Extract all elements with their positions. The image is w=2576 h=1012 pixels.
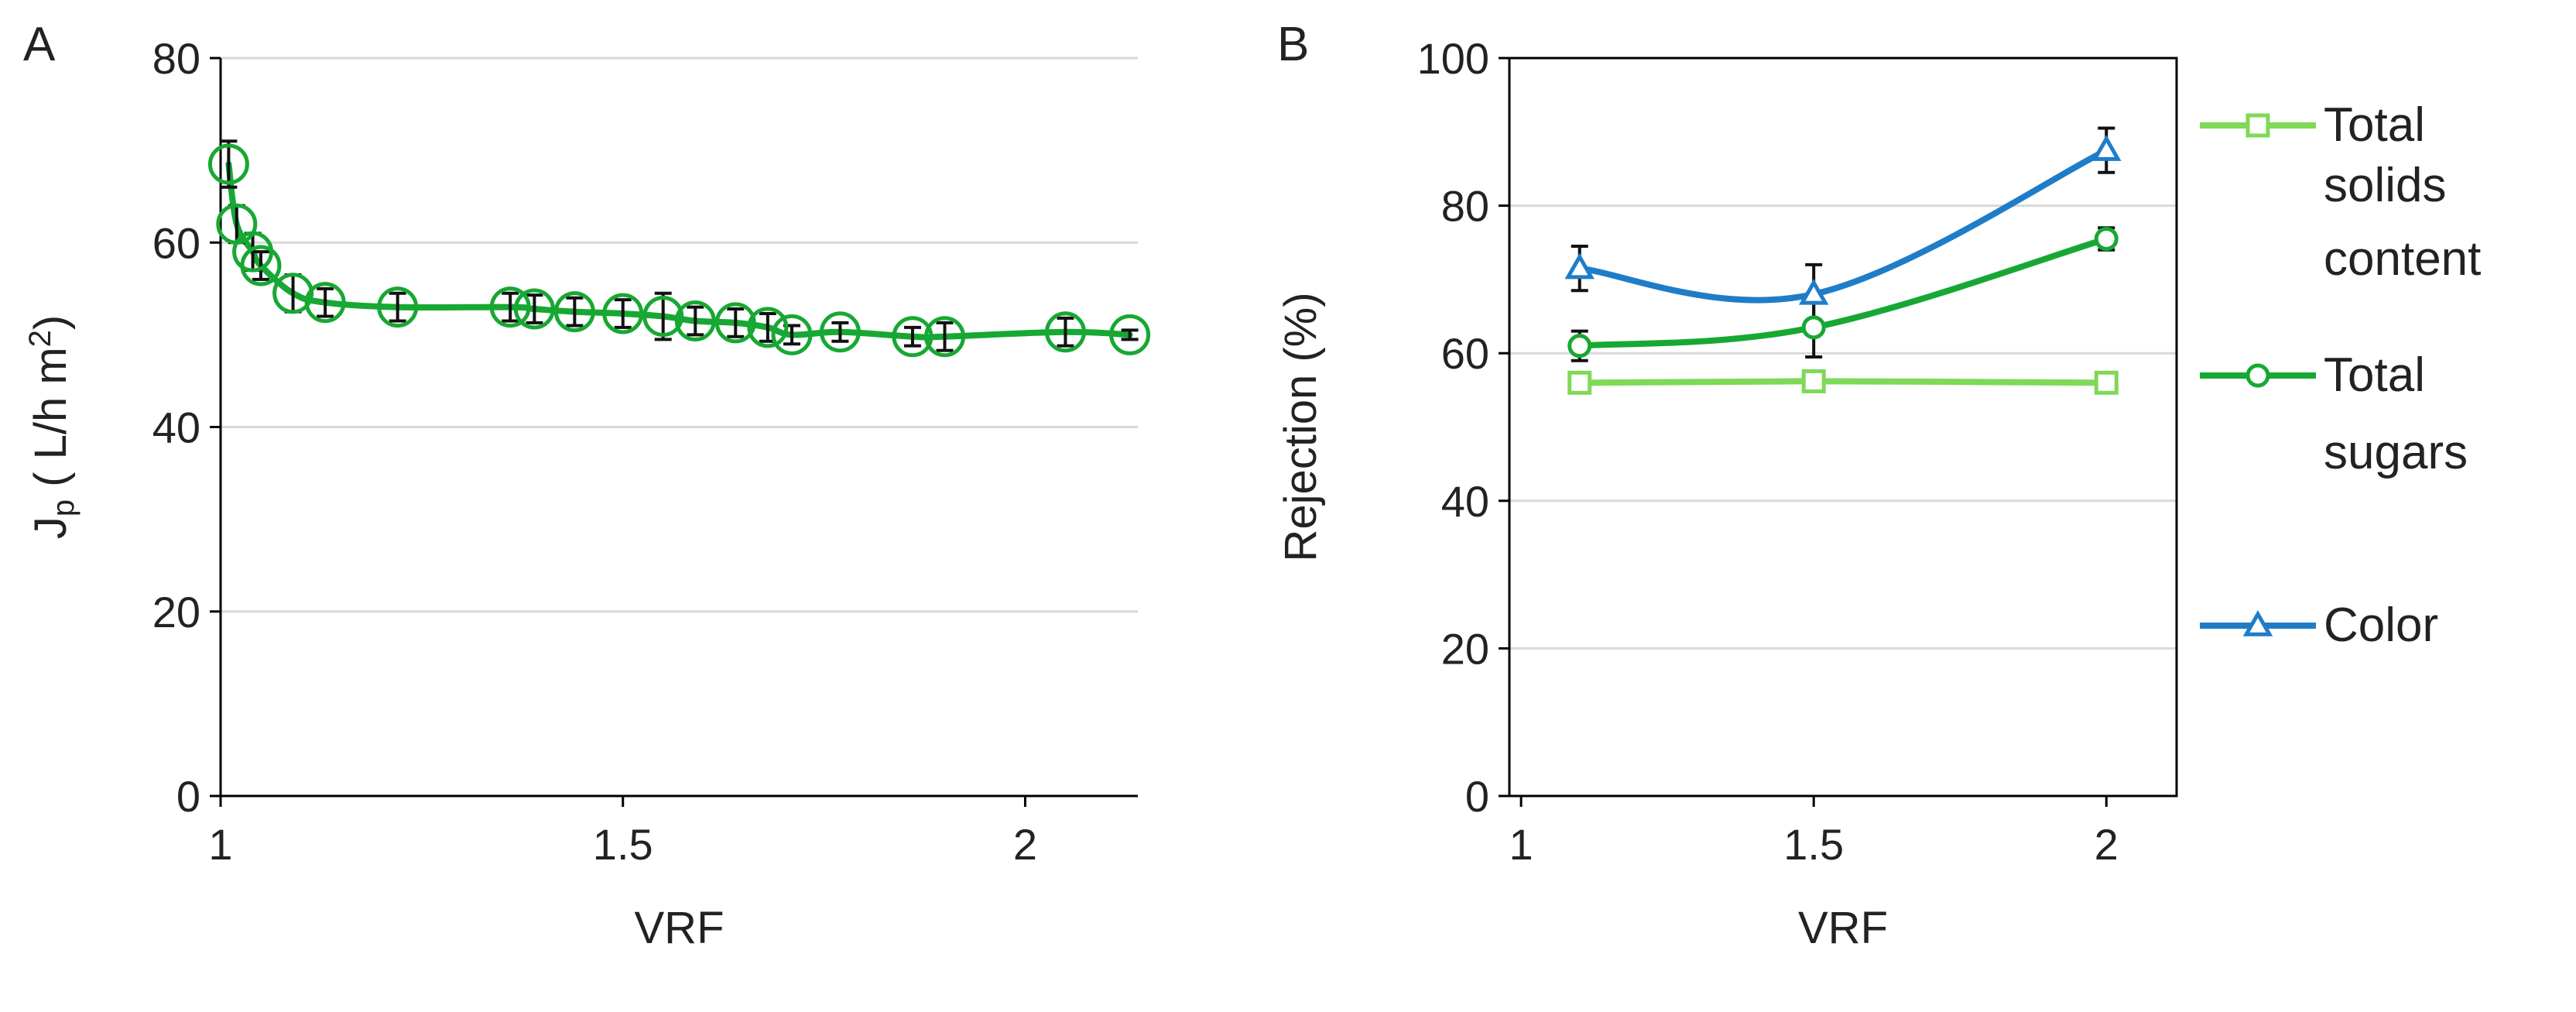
panel-b-y-axis-label: Rejection (%) [1276, 292, 1326, 561]
panel-b-point-1-0 [1567, 334, 1592, 358]
panel-a-x-tick-label: 1.5 [593, 820, 653, 869]
panel-a-point-12 [674, 300, 716, 342]
panel-a-points [207, 143, 1151, 358]
panel-b-y-tick-label: 40 [1441, 477, 1489, 526]
legend-label-0-line-0: Total [2324, 98, 2425, 152]
panel-b-y-tick-label: 0 [1465, 772, 1489, 821]
legend-marker-0 [2245, 113, 2270, 138]
panel-b-y-tick-label: 60 [1441, 329, 1489, 378]
panel-a-x-tick-label: 1 [208, 820, 232, 869]
panel-b-points [1564, 135, 2122, 395]
panel-a-point-15 [771, 314, 813, 355]
panel-b-point-1-1 [1801, 315, 1826, 340]
panel-a-x-tick-labels: 1 1.5 2 [208, 820, 1037, 869]
panel-a-x-tick-label: 2 [1013, 820, 1037, 869]
panel-b-point-0-1 [1801, 369, 1826, 393]
panel-a-y-tick-labels: 0 20 40 60 80 [152, 34, 200, 821]
legend-marker-2 [2242, 610, 2273, 636]
panel-a-point-9 [553, 291, 595, 333]
panel-a-y-label-sup: 2 [23, 330, 57, 347]
panel-b-series-line-1 [1576, 235, 2110, 349]
panel-b-point-0-2 [2094, 370, 2119, 395]
panel-a-point-10 [602, 293, 644, 334]
panel-a-y-tick-label: 0 [176, 772, 200, 821]
panel-b-point-0-0 [1567, 370, 1592, 395]
panel-a-point-14 [747, 307, 789, 348]
panel-a-point-3 [240, 245, 282, 286]
panel-b-y-tick-label: 100 [1417, 34, 1489, 83]
panel-a-y-label-sub: p [46, 499, 80, 516]
panel-a-letter: A [23, 18, 56, 71]
panel-b-error-bars [1571, 126, 2115, 392]
panel-a-axes [210, 57, 1138, 807]
panel-b-series-line-2 [1576, 147, 2110, 304]
panel-b-frame [1508, 57, 2178, 798]
legend-label-0-line-2: content [2324, 232, 2481, 286]
panel-b-letter: B [1277, 18, 1309, 71]
panel-a-gridlines [221, 57, 1138, 613]
panel-b-point-1-2 [2094, 226, 2119, 251]
panel-a-y-tick-label: 20 [152, 588, 200, 636]
legend-label-2-line-0: Color [2324, 599, 2438, 652]
panel-a-point-19 [1044, 311, 1086, 353]
panel-a-x-axis-label: VRF [635, 903, 724, 953]
panel-b-x-tick-label: 1 [1509, 820, 1533, 869]
panel-a-point-11 [642, 296, 684, 338]
panel-b-y-tick-label: 80 [1441, 182, 1489, 231]
panel-a-y-label-end: ) [26, 315, 76, 330]
panel-a-point-13 [714, 302, 756, 344]
panel-b-x-tick-label: 2 [2095, 820, 2119, 869]
panel-b-point-2-0 [1564, 252, 1595, 280]
panel-a-point-6 [377, 286, 419, 328]
panel-a-point-7 [489, 286, 531, 328]
panel-b-point-2-1 [1798, 278, 1829, 305]
legend-label-1-line-1: sugars [2324, 426, 2468, 479]
legend-label-1-line-0: Total [2324, 348, 2425, 402]
panel-a-point-20 [1109, 314, 1151, 355]
panel-a-y-label-main: J [26, 516, 76, 539]
panel-b-y-tick-label: 20 [1441, 624, 1489, 673]
panel-a-y-tick-label: 40 [152, 403, 200, 452]
panel-b-series-lines [1576, 147, 2110, 386]
panel-b-x-tick-labels: 1 1.5 2 [1509, 820, 2119, 869]
legend-marker-1 [2245, 363, 2270, 388]
panel-b-point-2-2 [2091, 135, 2122, 161]
panel-a-point-5 [304, 282, 346, 324]
panel-a-point-18 [924, 316, 966, 358]
panel-b-x-axis-label: VRF [1798, 903, 1888, 953]
panel-b-legend: Total solids content Total sugars Color [2200, 98, 2481, 652]
panel-b-axes [1499, 57, 2178, 807]
panel-a-y-tick-label: 60 [152, 218, 200, 267]
panel-a-y-axis-label: Jp ( L/h m2) [23, 315, 80, 539]
panel-a-y-tick-label: 80 [152, 34, 200, 83]
panel-a-y-label-rest: ( L/h m [26, 347, 76, 499]
panel-a-point-16 [819, 311, 861, 353]
panel-a-point-17 [892, 316, 933, 358]
panel-b-gridlines [1509, 204, 2177, 650]
legend-label-0-line-1: solids [2324, 159, 2447, 212]
panel-b-series-line-0 [1576, 378, 2110, 386]
panel-b-x-tick-label: 1.5 [1783, 820, 1844, 869]
panel-a-point-4 [272, 273, 314, 314]
panel-a-point-8 [513, 288, 555, 330]
panel-a-point-0 [207, 143, 249, 185]
panel-b-y-tick-labels: 0 20 40 60 80 100 [1417, 34, 1489, 821]
